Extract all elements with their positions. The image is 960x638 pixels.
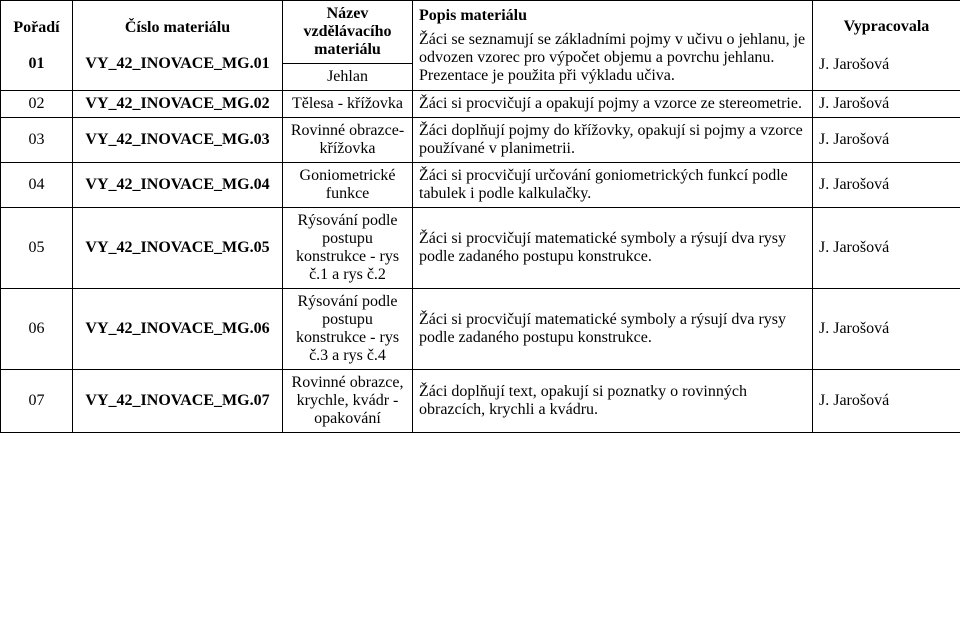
row-poradi: 02 xyxy=(1,91,73,118)
row-popis: Žáci si procvičují matematické symboly a… xyxy=(413,208,813,289)
table-row: 06 VY_42_INOVACE_MG.06 Rýsování podle po… xyxy=(1,289,960,370)
table-row: 05 VY_42_INOVACE_MG.05 Rýsování podle po… xyxy=(1,208,960,289)
row-author: J. Jarošová xyxy=(813,208,960,289)
row-cislo: VY_42_INOVACE_MG.01 xyxy=(85,55,269,72)
row-nazev: Rýsování podle postupu konstrukce - rys … xyxy=(283,289,413,370)
row-cislo: VY_42_INOVACE_MG.04 xyxy=(73,163,283,208)
row-cislo: VY_42_INOVACE_MG.02 xyxy=(73,91,283,118)
row-popis: Žáci se seznamují se základními pojmy v … xyxy=(419,31,806,85)
table-row: 04 VY_42_INOVACE_MG.04 Goniometrické fun… xyxy=(1,163,960,208)
row-author: J. Jarošová xyxy=(813,118,960,163)
header-popis: Popis materiálu Žáci se seznamují se zák… xyxy=(413,1,813,91)
table-row: 03 VY_42_INOVACE_MG.03 Rovinné obrazce-k… xyxy=(1,118,960,163)
header-popis-label: Popis materiálu xyxy=(419,7,806,25)
header-cislo-label: Číslo materiálu xyxy=(125,19,230,36)
row-cislo: VY_42_INOVACE_MG.05 xyxy=(73,208,283,289)
row-nazev: Rovinné obrazce-křížovka xyxy=(283,118,413,163)
row-popis: Žáci doplňují text, opakují si poznatky … xyxy=(413,370,813,433)
header-cislo: Číslo materiálu VY_42_INOVACE_MG.01 xyxy=(73,1,283,91)
row-popis: Žáci si procvičují a opakují pojmy a vzo… xyxy=(413,91,813,118)
row-popis: Žáci doplňují pojmy do křížovky, opakují… xyxy=(413,118,813,163)
row-nazev: Tělesa - křížovka xyxy=(283,91,413,118)
row-poradi: 04 xyxy=(1,163,73,208)
row-cislo: VY_42_INOVACE_MG.07 xyxy=(73,370,283,433)
row-nazev: Goniometrické funkce xyxy=(283,163,413,208)
row-nazev: Rovinné obrazce, krychle, kvádr - opakov… xyxy=(283,370,413,433)
row-poradi: 06 xyxy=(1,289,73,370)
row-popis: Žáci si procvičují určování goniometrick… xyxy=(413,163,813,208)
row-author: J. Jarošová xyxy=(813,91,960,118)
row-author: J. Jarošová xyxy=(813,289,960,370)
header-author: Vypracovala J. Jarošová xyxy=(813,1,960,91)
row-poradi: 05 xyxy=(1,208,73,289)
row-author: J. Jarošová xyxy=(813,163,960,208)
row-nazev: Jehlan xyxy=(283,64,413,91)
header-author-label: Vypracovala xyxy=(819,18,954,36)
table-row: 02 VY_42_INOVACE_MG.02 Tělesa - křížovka… xyxy=(1,91,960,118)
row-poradi: 07 xyxy=(1,370,73,433)
row-author: J. Jarošová xyxy=(819,56,954,74)
row-author: J. Jarošová xyxy=(813,370,960,433)
row-nazev: Rýsování podle postupu konstrukce - rys … xyxy=(283,208,413,289)
header-poradi: Pořadí 01 xyxy=(1,1,73,91)
table-row: 07 VY_42_INOVACE_MG.07 Rovinné obrazce, … xyxy=(1,370,960,433)
row-popis: Žáci si procvičují matematické symboly a… xyxy=(413,289,813,370)
header-nazev-label: Název vzdělávacího materiálu xyxy=(283,1,413,64)
row-poradi: 01 xyxy=(29,55,45,72)
header-poradi-label: Pořadí xyxy=(13,19,59,36)
row-poradi: 03 xyxy=(1,118,73,163)
table-header-row: Pořadí 01 Číslo materiálu VY_42_INOVACE_… xyxy=(1,1,960,64)
row-cislo: VY_42_INOVACE_MG.06 xyxy=(73,289,283,370)
materials-table: Pořadí 01 Číslo materiálu VY_42_INOVACE_… xyxy=(0,0,960,433)
row-cislo: VY_42_INOVACE_MG.03 xyxy=(73,118,283,163)
